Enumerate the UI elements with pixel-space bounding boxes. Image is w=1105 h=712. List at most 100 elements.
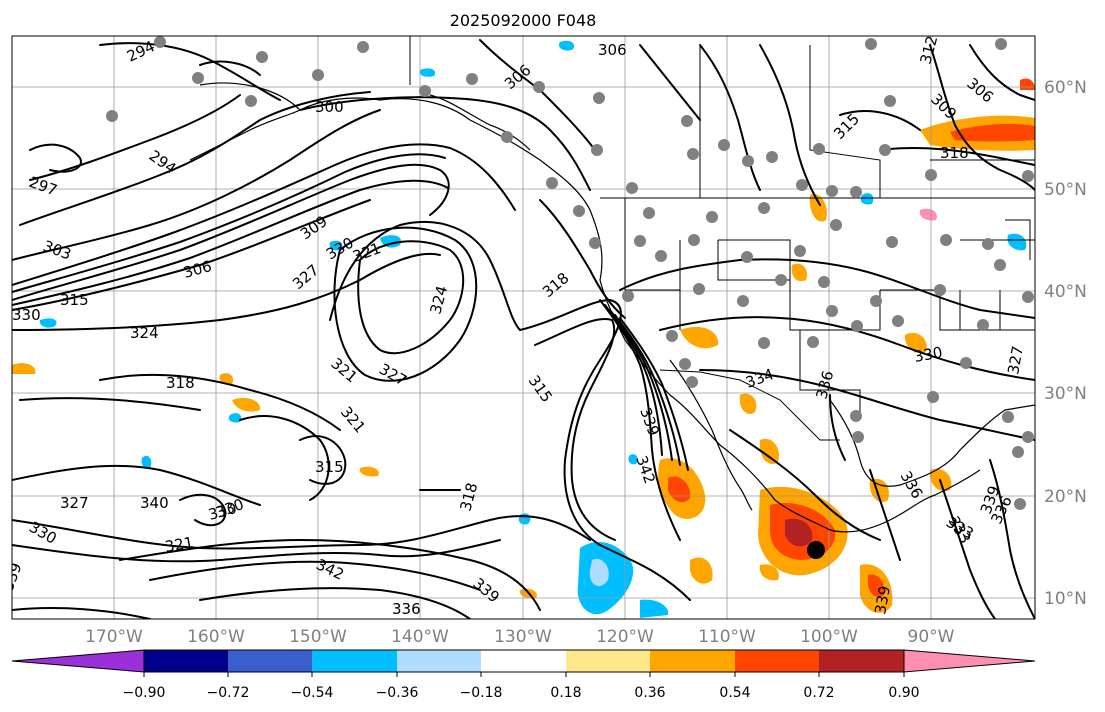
positive-shading — [12, 78, 1035, 613]
lat-label-10n: 10°N — [1044, 589, 1087, 609]
station-marker — [960, 357, 972, 369]
station-marker — [686, 376, 698, 388]
station-marker — [830, 219, 842, 231]
lon-label-120w: 120°W — [596, 627, 654, 647]
station-marker — [357, 41, 369, 53]
colorbar-tick-label: 0.54 — [719, 685, 750, 701]
colorbar-tick-label: −0.90 — [123, 685, 166, 701]
station-marker — [925, 169, 937, 181]
map-background — [12, 36, 1035, 619]
colorbar-bin — [819, 650, 904, 672]
contour-label: 324 — [130, 324, 159, 342]
storm-center-marker — [807, 541, 825, 559]
station-marker — [1014, 498, 1026, 510]
contour-label: 330 — [913, 343, 944, 366]
station-marker — [634, 235, 646, 247]
station-marker — [826, 305, 838, 317]
station-marker — [466, 73, 478, 85]
station-marker — [419, 85, 431, 97]
contour-lines — [12, 39, 1035, 619]
contour-label: 330 — [12, 306, 41, 324]
colorbar-extend-high — [903, 649, 1036, 673]
colorbar-tick-label: 0.18 — [550, 685, 581, 701]
station-marker — [593, 92, 605, 104]
station-marker — [851, 320, 863, 332]
station-marker — [626, 182, 638, 194]
station-marker — [546, 177, 558, 189]
station-marker — [718, 139, 730, 151]
colorbar-tick-label: −0.18 — [460, 685, 503, 701]
station-marker — [589, 237, 601, 249]
station-marker — [1002, 411, 1014, 423]
station-marker — [688, 234, 700, 246]
lon-label-140w: 140°W — [391, 627, 449, 647]
colorbar-bin — [312, 650, 397, 672]
station-marker — [892, 315, 904, 327]
station-marker — [934, 284, 946, 296]
station-marker — [813, 143, 825, 155]
map-frame — [11, 35, 1036, 620]
station-marker — [573, 205, 585, 217]
station-marker — [758, 202, 770, 214]
station-marker — [977, 319, 989, 331]
station-marker — [533, 81, 545, 93]
lon-label-90w: 90°W — [908, 627, 955, 647]
station-marker — [865, 38, 877, 50]
station-marker — [687, 148, 699, 160]
lat-label-60n: 60°N — [1044, 78, 1087, 98]
colorbar-bin — [228, 650, 312, 672]
colorbar-bin — [566, 650, 650, 672]
contour-label: 327 — [60, 494, 89, 512]
contour-label: 318 — [940, 144, 969, 162]
map-panel: 294 306 306 300 294 297 303 306 309 315 … — [11, 35, 1087, 647]
station-marker — [940, 234, 952, 246]
lat-label-20n: 20°N — [1044, 487, 1087, 507]
colorbar-tick-label: −0.72 — [207, 685, 250, 701]
contour-label: 315 — [60, 291, 89, 309]
station-marker — [982, 238, 994, 250]
station-marker — [870, 295, 882, 307]
station-marker — [807, 336, 819, 348]
colorbar-extend-low — [11, 649, 145, 673]
station-marker — [256, 51, 268, 63]
colorbar-bin — [144, 650, 228, 672]
colorbar-bin — [735, 650, 819, 672]
station-marker — [1022, 170, 1034, 182]
colorbar-tick-label: 0.90 — [888, 685, 919, 701]
station-marker — [679, 358, 691, 370]
station-marker — [742, 155, 754, 167]
lon-label-170w: 170°W — [85, 627, 143, 647]
station-marker — [655, 250, 667, 262]
contour-label: 300 — [315, 98, 344, 116]
station-marker — [501, 131, 513, 143]
station-marker — [312, 69, 324, 81]
graticule — [12, 36, 1035, 619]
station-marker — [706, 211, 718, 223]
colorbar-ticks — [143, 672, 905, 677]
contour-label: 339 — [871, 584, 894, 615]
station-marker — [591, 144, 603, 156]
lat-label-50n: 50°N — [1044, 180, 1087, 200]
station-marker — [994, 259, 1006, 271]
station-marker — [995, 38, 1007, 50]
station-marker — [192, 72, 204, 84]
colorbar: −0.90 −0.72 −0.54 −0.36 −0.18 0.18 0.36 … — [11, 649, 1036, 701]
colorbar-tick-label: 0.72 — [803, 685, 834, 701]
station-marker — [693, 283, 705, 295]
lon-label-160w: 160°W — [187, 627, 245, 647]
lat-label-30n: 30°N — [1044, 384, 1087, 404]
station-marker — [766, 151, 778, 163]
colorbar-tick-label: 0.36 — [634, 685, 665, 701]
station-markers — [106, 36, 1034, 510]
station-marker — [826, 185, 838, 197]
station-marker — [884, 95, 896, 107]
lon-label-100w: 100°W — [800, 627, 858, 647]
station-marker — [775, 274, 787, 286]
lon-label-110w: 110°W — [698, 627, 756, 647]
contour-label: 315 — [315, 458, 344, 476]
station-marker — [852, 431, 864, 443]
contour-label: 321 — [164, 533, 195, 556]
station-marker — [850, 410, 862, 422]
station-marker — [758, 337, 770, 349]
